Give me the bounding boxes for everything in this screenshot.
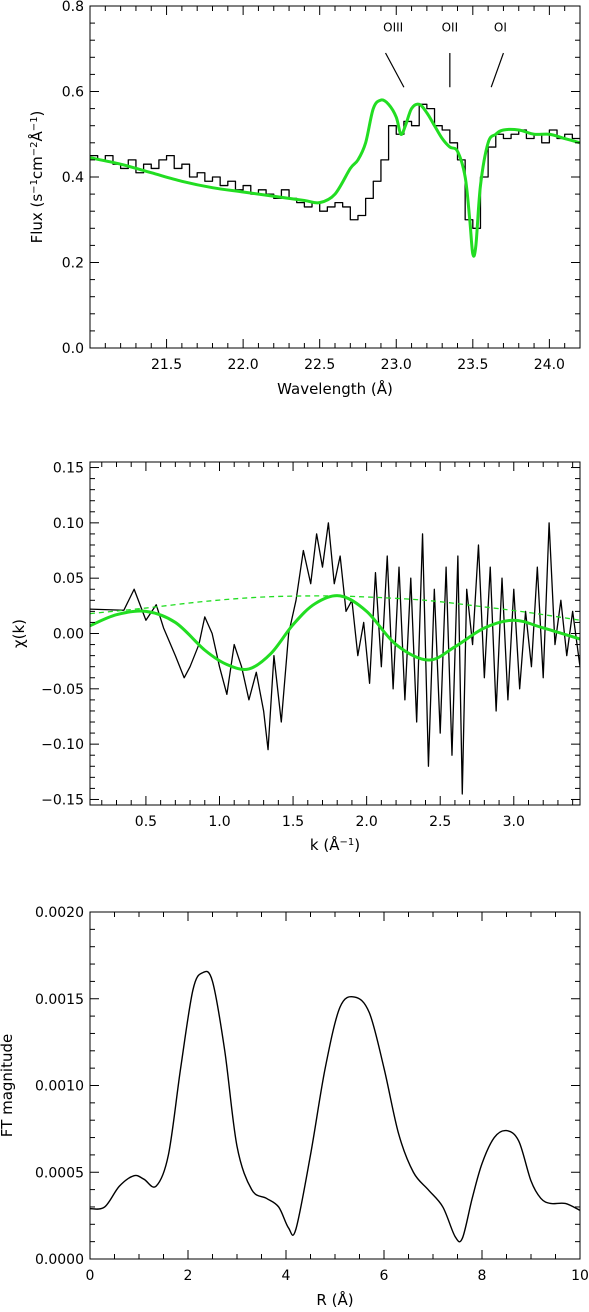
- y-tick-label: 0.0010: [35, 1079, 84, 1095]
- y-tick-label: 0.8: [62, 0, 84, 15]
- series-model-line: [90, 98, 580, 258]
- x-tick-label: 1.0: [208, 814, 230, 830]
- y-tick-label: 0.0: [62, 341, 84, 357]
- x-axis-label: R (Å): [316, 1290, 353, 1309]
- line-id-marker: [490, 52, 505, 88]
- x-tick-label: 24.0: [534, 357, 565, 373]
- line-id-label: OII: [442, 21, 459, 35]
- y-tick-label: 0.0020: [35, 905, 84, 921]
- x-tick-label: 23.5: [457, 357, 488, 373]
- plot-frame: [89, 911, 581, 1260]
- x-tick-label: 1.5: [282, 814, 304, 830]
- x-tick-label: 2.0: [356, 814, 378, 830]
- y-tick-label: 0.15: [53, 461, 84, 477]
- y-tick-label: 0.0000: [35, 1252, 84, 1268]
- chart-top: 21.5 22.0 22.5 23.0 23.5 24.0 0.0 0.2 0.4 0.6 0.8 W…: [27, 0, 581, 398]
- x-tick-label: 22.5: [304, 357, 335, 373]
- y-tick-label: −0.05: [41, 682, 84, 698]
- plot-frame: [89, 461, 581, 806]
- x-tick-label: 23.0: [381, 357, 412, 373]
- y-axis-label: FT magnitude: [0, 1034, 16, 1137]
- y-tick-label: 0.10: [53, 516, 84, 532]
- x-tick-label: 2: [184, 1268, 193, 1284]
- chart-bottom: 0 2 4 6 8 10 0.0000 0.0005 0.0010 0.0015 0.0020 R (…: [0, 905, 589, 1309]
- series-model-dashed-line: [90, 595, 580, 621]
- x-tick-label: 3.0: [503, 814, 525, 830]
- series-data-line: [90, 522, 580, 795]
- y-tick-label: 0.6: [62, 85, 84, 101]
- x-axis-label: Wavelength (Å): [277, 379, 393, 398]
- y-axis-label: χ(k): [10, 619, 28, 648]
- line-id-label: OIII: [383, 21, 403, 35]
- x-tick-label: 10: [571, 1268, 589, 1284]
- y-tick-label: 0.0015: [35, 992, 84, 1008]
- x-tick-label: 21.5: [151, 357, 182, 373]
- x-tick-label: 0.5: [135, 814, 157, 830]
- y-tick-label: 0.2: [62, 256, 84, 272]
- y-tick-label: −0.10: [41, 737, 84, 753]
- y-tick-label: 0.05: [53, 571, 84, 587]
- y-axis-label: Flux (s−1cm−2Å−1): [27, 111, 46, 244]
- x-tick-label: 6: [380, 1268, 389, 1284]
- y-tick-label: 0.4: [62, 170, 84, 186]
- y-tick-label: 0.00: [53, 627, 84, 643]
- x-tick-label: 4: [282, 1268, 291, 1284]
- x-tick-label: 0: [86, 1268, 95, 1284]
- y-tick-label: −0.15: [41, 792, 84, 808]
- line-id-label: OI: [494, 21, 507, 35]
- line-id-marker: [385, 52, 405, 88]
- series-data-line: [90, 970, 580, 1243]
- x-axis-label: k (Å−1): [310, 835, 360, 854]
- x-tick-label: 8: [478, 1268, 487, 1284]
- x-tick-label: 22.0: [228, 357, 259, 373]
- x-tick-label: 2.5: [429, 814, 451, 830]
- y-tick-label: 0.0005: [35, 1165, 84, 1181]
- series-model-line: [90, 594, 580, 671]
- chart-middle: 0.5 1.0 1.5 2.0 2.5 3.0 −0.15 −0.10 −0.05 0.00 0.0…: [10, 461, 581, 854]
- series-data-line: [90, 103, 580, 229]
